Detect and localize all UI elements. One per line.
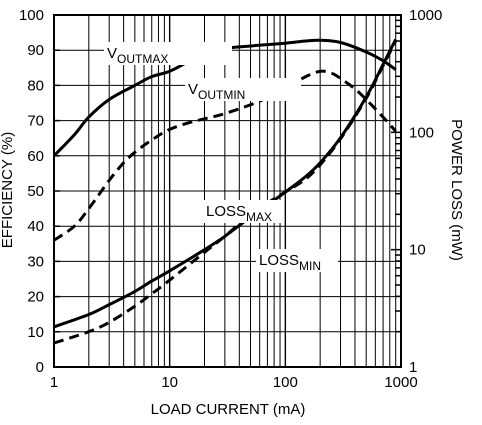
x-tick-label: 100 <box>273 374 298 391</box>
series-line-lossmin <box>53 40 398 345</box>
annotation-voutmax: VOUTMAX <box>107 45 168 66</box>
x-tick-label: 10 <box>161 374 178 391</box>
annotation-main-text: V <box>188 81 198 98</box>
y-left-axis-title: EFFICIENCY (%) <box>0 132 16 248</box>
annotation-lossmin: LOSSMIN <box>259 252 321 273</box>
y-right-tick-label: 1000 <box>409 7 442 24</box>
annotation-voutmin: VOUTMIN <box>188 81 245 102</box>
annotation-subscript: MAX <box>246 210 272 224</box>
y-right-tick-label: 10 <box>409 242 426 259</box>
y-left-tick-label: 0 <box>36 359 44 376</box>
x-tick-label: 1 <box>50 374 58 391</box>
grid-lines <box>54 15 401 367</box>
y-left-tick-label: 50 <box>27 183 44 200</box>
x-axis-title: LOAD CURRENT (mA) <box>151 401 306 418</box>
annotation-main-text: LOSS <box>259 252 299 269</box>
annotation-main-text: LOSS <box>206 203 246 220</box>
annotation-main-text: V <box>107 45 117 62</box>
annotation-bg-voutmax <box>104 42 232 65</box>
series-line-voutmin <box>53 69 397 242</box>
y-right-tick-label: 100 <box>409 124 434 141</box>
annotation-lossmax: LOSSMAX <box>206 203 272 224</box>
annotation-bg-lossmax <box>203 200 283 223</box>
y-left-tick-label: 60 <box>27 148 44 165</box>
y-right-axis-title: POWER LOSS (mW) <box>448 119 465 261</box>
y-left-tick-label: 90 <box>27 42 44 59</box>
y-right-tick-label: 1 <box>409 359 417 376</box>
annotation-bg-voutmin <box>185 78 301 101</box>
y-left-tick-label: 80 <box>27 77 44 94</box>
y-left-tick-label: 70 <box>27 113 44 130</box>
y-left-tick-label: 40 <box>27 218 44 235</box>
annotation-bg-lossmin <box>256 249 338 272</box>
y-left-tick-label: 20 <box>27 289 44 306</box>
annotation-subscript: OUTMAX <box>117 52 168 66</box>
y-left-tick-label: 30 <box>27 253 44 270</box>
annotation-subscript: MIN <box>299 259 321 273</box>
x-tick-label: 1000 <box>384 374 417 391</box>
annotation-subscript: OUTMIN <box>198 88 245 102</box>
y-left-tick-label: 10 <box>27 324 44 341</box>
y-left-tick-label: 100 <box>19 7 44 24</box>
